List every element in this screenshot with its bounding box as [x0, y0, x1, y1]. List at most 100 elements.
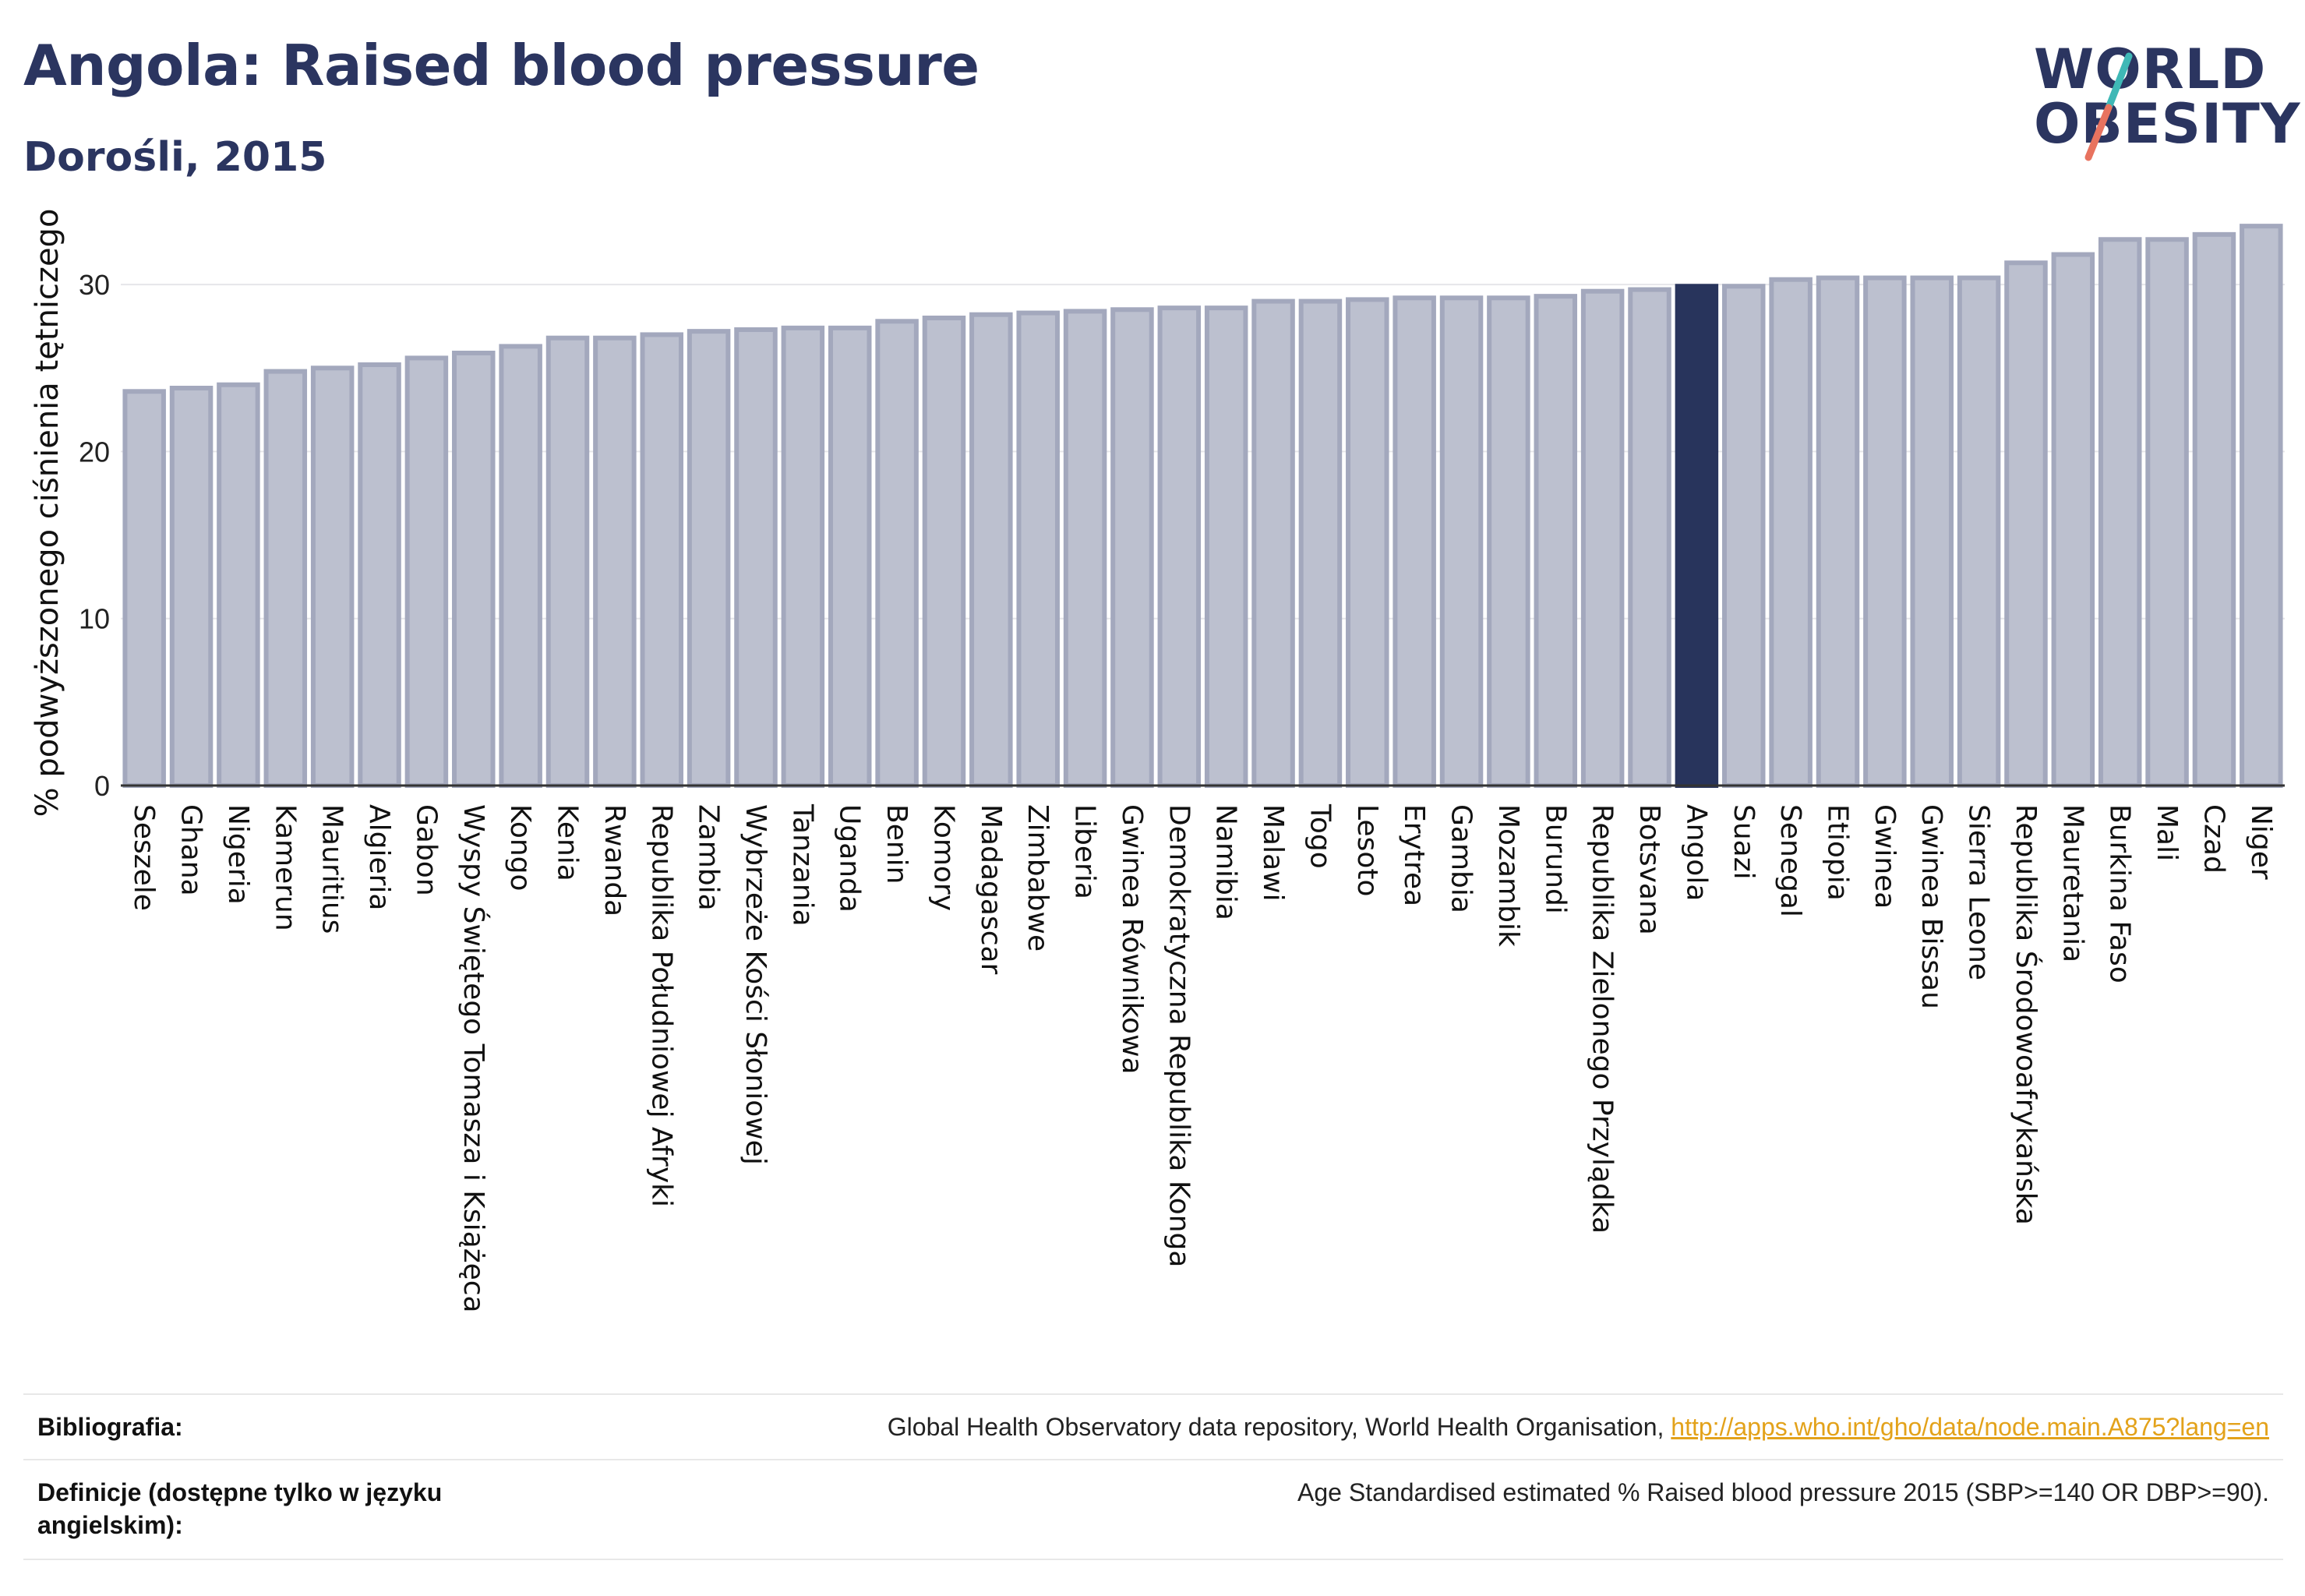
- definition-value: Age Standardised estimated % Raised bloo…: [1297, 1478, 2269, 1506]
- bar-38: [1863, 275, 1907, 789]
- x-tick-label: Botsvana: [1633, 804, 1665, 935]
- bar-13: [687, 329, 731, 788]
- bar-chart: 0 10 20 30 % podwyższonego ciśnienia tętnicz…: [30, 209, 2285, 1313]
- bar-22: [1110, 307, 1154, 788]
- x-tick-label: Senegal: [1774, 804, 1806, 917]
- bar-16: [828, 325, 872, 789]
- definition-label: Definicje (dostępne tylko w języku angie…: [37, 1478, 443, 1539]
- bar-31: [1534, 294, 1578, 788]
- bar-36: [1769, 277, 1813, 788]
- bar-17: [875, 319, 919, 788]
- bar-12: [640, 332, 684, 788]
- bar-30: [1487, 295, 1530, 788]
- bibliography-row: Bibliografia: Global Health Observatory …: [23, 1393, 2283, 1459]
- x-tick-label: Seszele: [128, 804, 160, 911]
- bar-1: [122, 389, 166, 788]
- bar-45: [2192, 231, 2236, 789]
- bibliography-link[interactable]: http://apps.who.int/gho/data/node.main.A…: [1671, 1413, 2269, 1441]
- bar-2: [169, 386, 214, 788]
- bar-14: [734, 327, 778, 788]
- logo-text-line2: OBESITY: [2034, 92, 2301, 156]
- bar-27: [1346, 297, 1389, 788]
- x-tick-label: Lesoto: [1351, 804, 1383, 897]
- bar-40: [1957, 275, 2001, 789]
- x-tick-label: Malawi: [1257, 804, 1289, 902]
- x-tick-label: Gwinea: [1869, 804, 1901, 909]
- bar-26: [1298, 298, 1343, 789]
- x-tick-label: Madagascar: [975, 804, 1007, 975]
- x-tick-label: Czad: [2197, 804, 2229, 874]
- bar-3: [217, 382, 260, 788]
- bar-41: [2004, 260, 2048, 788]
- x-tick-label: Wyspy Świętego Tomasza i Książęca: [457, 804, 490, 1313]
- bar-11: [593, 335, 637, 788]
- x-tick-label: Wybrzeże Kości Słoniowej: [740, 804, 771, 1165]
- x-tick-label: Kamerun: [269, 804, 301, 931]
- bar-19: [969, 312, 1013, 788]
- x-tick-label: Republika Środowoafrykańska: [2010, 804, 2042, 1225]
- x-tick-label: Uganda: [834, 804, 866, 913]
- bar-21: [1063, 309, 1107, 788]
- x-tick-label: Suazi: [1728, 804, 1760, 880]
- bar-42: [2051, 252, 2095, 789]
- x-tick-label: Algieria: [363, 804, 395, 911]
- bar-10: [545, 335, 590, 788]
- x-tick-label: Republika Zielonego Przylądka: [1587, 804, 1618, 1234]
- x-tick-label: Mauretania: [2056, 804, 2088, 962]
- bar-33: [1628, 287, 1671, 789]
- x-tick-label: Zambia: [693, 804, 725, 911]
- x-tick-label: Rwanda: [598, 804, 630, 916]
- bar-15: [781, 325, 825, 789]
- bar-25: [1251, 298, 1295, 789]
- bar-34: [1675, 284, 1719, 788]
- bar-20: [1016, 310, 1060, 789]
- x-tick-label: Gambia: [1445, 804, 1477, 913]
- bar-9: [499, 344, 542, 788]
- x-tick-label: Mozambik: [1492, 804, 1524, 947]
- x-tick-label: Komory: [927, 804, 959, 911]
- x-tick-label: Sierra Leone: [1963, 804, 1995, 980]
- bar-8: [452, 351, 496, 788]
- bar-23: [1157, 305, 1202, 788]
- bar-32: [1580, 288, 1625, 788]
- x-tick-label: Mali: [2151, 804, 2183, 861]
- y-tick-label: 0: [94, 770, 110, 802]
- x-tick-label: Gwinea Równikowa: [1116, 804, 1148, 1075]
- page-subtitle: Dorośli, 2015: [23, 134, 327, 181]
- x-tick-label: Kongo: [504, 804, 536, 892]
- x-tick-label: Gabon: [410, 804, 442, 896]
- definition-row: Definicje (dostępne tylko w języku angie…: [23, 1459, 2283, 1560]
- bar-4: [263, 369, 308, 789]
- x-tick-label: Zimbabwe: [1022, 804, 1054, 952]
- y-tick-label: 20: [79, 436, 110, 468]
- bar-46: [2240, 224, 2283, 788]
- bar-44: [2145, 237, 2189, 788]
- x-tick-label: Angola: [1680, 804, 1712, 901]
- x-tick-label: Kenia: [552, 804, 584, 881]
- logo-slash-icon: [2084, 52, 2133, 161]
- logo-text-line1: WORLD: [2034, 37, 2267, 101]
- bar-18: [922, 316, 966, 788]
- x-tick-label: Burkina Faso: [2104, 804, 2136, 983]
- y-tick-label: 30: [79, 269, 110, 301]
- y-tick-label: 10: [79, 603, 110, 635]
- bibliography-text: Global Health Observatory data repositor…: [887, 1413, 1671, 1441]
- bar-5: [310, 365, 355, 788]
- bar-29: [1439, 295, 1484, 788]
- y-axis-label: % podwyższonego ciśnienia tętniczego: [30, 209, 65, 817]
- x-tick-label: Niger: [2245, 804, 2277, 880]
- bar-37: [1816, 275, 1860, 789]
- x-tick-label: Republika Południowej Afryki: [645, 804, 677, 1207]
- bar-6: [358, 362, 401, 788]
- x-tick-label: Burundi: [1539, 804, 1571, 914]
- bibliography-value: Global Health Observatory data repositor…: [888, 1411, 2269, 1443]
- bar-24: [1204, 305, 1248, 788]
- x-tick-label: Nigeria: [222, 804, 254, 905]
- x-tick-label: Namibia: [1210, 804, 1242, 920]
- bar-7: [404, 355, 449, 788]
- bibliography-label: Bibliografia:: [37, 1413, 183, 1441]
- x-tick-label: Etiopia: [1821, 804, 1853, 901]
- bar-35: [1721, 284, 1766, 788]
- x-tick-label: Liberia: [1069, 804, 1101, 899]
- x-tick-label: Benin: [881, 804, 912, 884]
